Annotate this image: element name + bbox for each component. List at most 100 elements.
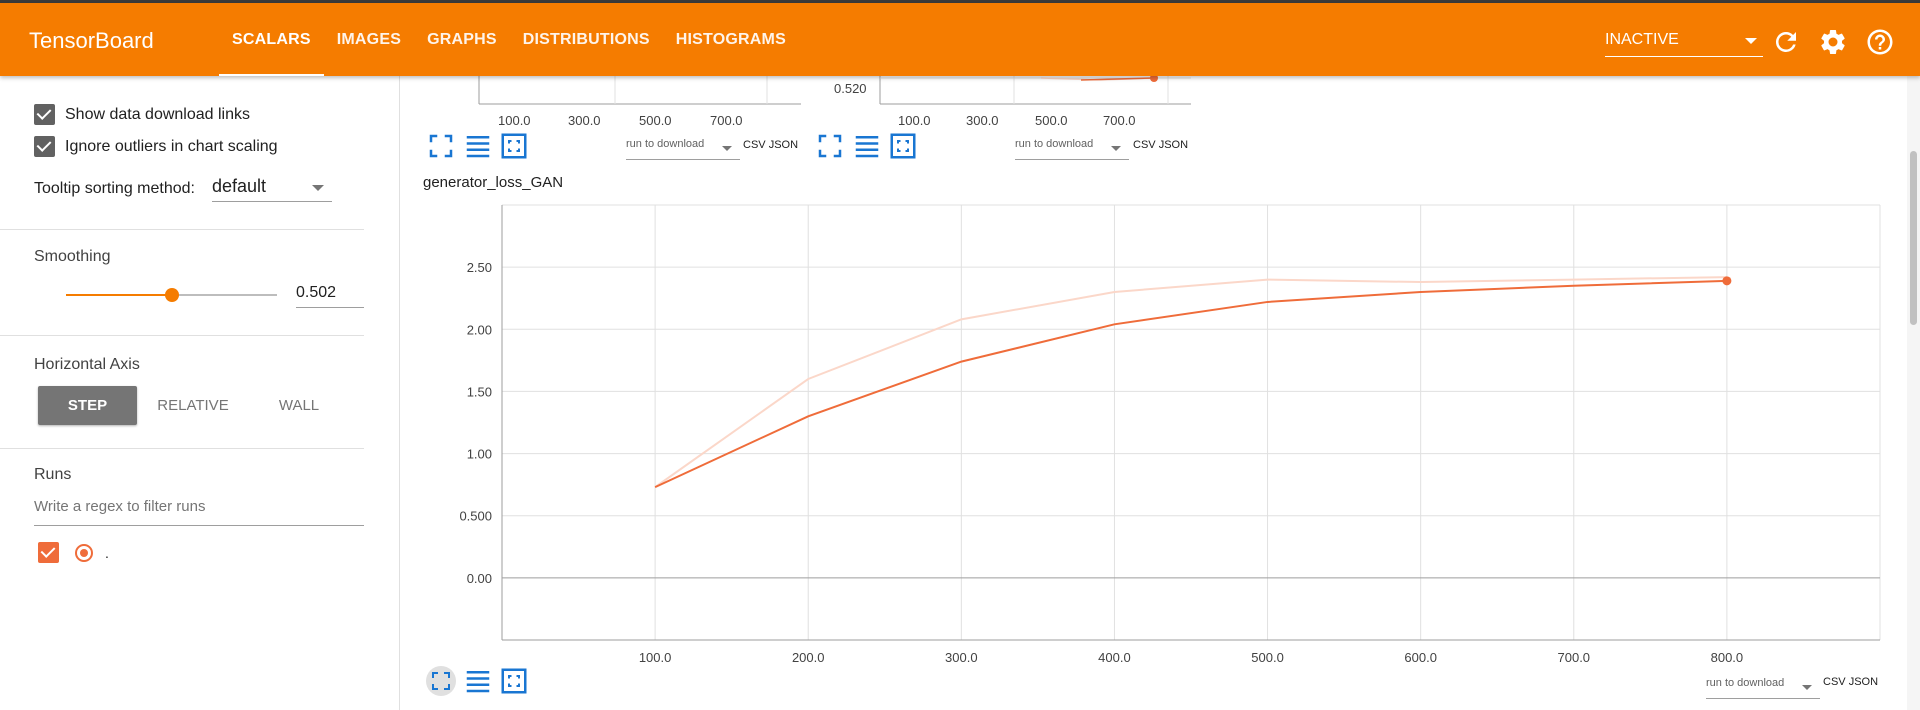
x-tick-label: 100.0 [639, 650, 672, 665]
show-download-links-checkbox[interactable] [34, 104, 55, 125]
y-tick-label: 1.50 [467, 384, 492, 399]
tab-histograms[interactable]: HISTOGRAMS [675, 30, 786, 48]
ignore-outliers-checkbox[interactable] [34, 136, 55, 157]
fullscreen-icon[interactable] [426, 666, 456, 696]
partial-chart-x-tick: 100.0 [898, 113, 931, 128]
horizontal-axis-label: Horizontal Axis [34, 356, 140, 373]
partial-chart-x-tick: 300.0 [966, 113, 999, 128]
wall-button[interactable]: WALL [278, 397, 320, 414]
sidebar-divider [0, 335, 364, 336]
csv-link[interactable]: CSV [1823, 676, 1846, 688]
list-icon[interactable] [463, 131, 493, 161]
run-download-value: run to download [1015, 138, 1094, 150]
status-dropdown-value: INACTIVE [1605, 31, 1679, 48]
window-top-strip [0, 0, 1920, 3]
show-download-links-option[interactable]: Show data download links [34, 104, 250, 125]
chart-title: generator_loss_GAN [423, 174, 564, 191]
x-tick-label: 500.0 [1251, 650, 1284, 665]
sidebar: Show data download links Ignore outliers… [0, 76, 400, 710]
run-radio[interactable] [75, 543, 93, 562]
chevron-down-icon [722, 146, 732, 151]
gear-icon[interactable] [1818, 27, 1848, 57]
download-links: CSV JSON [743, 139, 798, 151]
run-download-dropdown[interactable]: run to download [1015, 138, 1129, 160]
run-download-dropdown[interactable]: run to download [626, 138, 740, 160]
x-tick-label: 300.0 [945, 650, 978, 665]
run-item[interactable]: . [38, 542, 109, 563]
y-tick-label: 2.00 [467, 322, 492, 337]
relative-button[interactable]: RELATIVE [157, 397, 229, 414]
x-tick-label: 800.0 [1711, 650, 1744, 665]
partial-chart-last-point [1150, 76, 1158, 82]
tab-graphs[interactable]: GRAPHS [427, 30, 497, 48]
partial-chart-x-tick: 700.0 [710, 113, 743, 128]
partial-chart-x-tick: 100.0 [498, 113, 531, 128]
refresh-icon[interactable] [1771, 27, 1801, 57]
chevron-down-icon [1802, 685, 1812, 690]
sidebar-divider [0, 448, 364, 449]
smoothed-series-line [654, 279, 1727, 489]
ignore-outliers-label: Ignore outliers in chart scaling [65, 137, 278, 155]
y-tick-label: 1.00 [467, 447, 492, 462]
download-links: CSV JSON [1133, 139, 1188, 151]
download-links: CSV JSON [1823, 676, 1878, 688]
y-tick-label: 2.50 [467, 260, 492, 275]
run-name: . [105, 544, 109, 561]
partial-charts-plot [478, 76, 1191, 105]
help-icon[interactable] [1865, 27, 1895, 57]
y-tick-label: 0.00 [467, 571, 492, 586]
tab-scalars[interactable]: SCALARS [219, 3, 324, 76]
step-button[interactable]: STEP [38, 386, 137, 425]
csv-link[interactable]: CSV [1133, 139, 1156, 151]
json-link[interactable]: JSON [1848, 676, 1879, 688]
smoothing-slider-handle[interactable] [164, 288, 179, 302]
runs-label: Runs [34, 466, 72, 483]
run-checkbox[interactable] [38, 542, 59, 563]
fit-domain-icon[interactable] [888, 131, 918, 161]
nav-tabs: SCALARS IMAGES GRAPHS DISTRIBUTIONS HIST… [219, 3, 799, 76]
smoothing-slider-fill [66, 294, 172, 296]
run-download-dropdown[interactable]: run to download [1706, 677, 1820, 699]
tab-distributions[interactable]: DISTRIBUTIONS [522, 30, 650, 48]
x-tick-label: 200.0 [792, 650, 825, 665]
tooltip-sorting-dropdown[interactable]: default [212, 174, 332, 202]
json-link[interactable]: JSON [768, 139, 799, 151]
partial-chart-x-tick: 300.0 [568, 113, 601, 128]
runs-filter-input[interactable]: Write a regex to filter runs [34, 498, 364, 526]
x-tick-label: 600.0 [1404, 650, 1437, 665]
show-download-links-label: Show data download links [65, 105, 251, 123]
chevron-down-icon [312, 185, 324, 191]
raw-series-line [654, 276, 1727, 488]
last-data-point [1722, 276, 1732, 286]
fullscreen-icon[interactable] [815, 131, 845, 161]
y-tick-label: 0.500 [459, 509, 492, 524]
run-download-value: run to download [626, 138, 705, 150]
run-download-value: run to download [1706, 677, 1785, 689]
list-icon[interactable] [852, 131, 882, 161]
partial-chart-smoothed-line [1080, 77, 1155, 81]
fit-domain-icon[interactable] [499, 666, 529, 696]
tab-images[interactable]: IMAGES [336, 30, 402, 48]
fullscreen-icon[interactable] [426, 131, 456, 161]
smoothing-slider[interactable] [66, 288, 277, 302]
x-tick-label: 700.0 [1558, 650, 1591, 665]
tooltip-sorting-label: Tooltip sorting method: [34, 180, 195, 197]
partial-chart-x-tick: 500.0 [639, 113, 672, 128]
status-dropdown[interactable]: INACTIVE [1605, 27, 1763, 57]
scrollbar-thumb[interactable] [1910, 151, 1917, 325]
sidebar-divider [0, 229, 364, 230]
fit-domain-icon[interactable] [499, 131, 529, 161]
partial-chart-y-tick: 0.520 [834, 81, 867, 96]
smoothing-value-input[interactable]: 0.502 [296, 284, 364, 308]
list-icon[interactable] [463, 666, 493, 696]
app-header: TensorBoard SCALARS IMAGES GRAPHS DISTRI… [0, 3, 1920, 76]
csv-link[interactable]: CSV [743, 139, 766, 151]
partial-chart-x-tick: 500.0 [1035, 113, 1068, 128]
json-link[interactable]: JSON [1158, 139, 1189, 151]
main-scrollbar[interactable] [1907, 76, 1920, 710]
partial-chart-x-tick: 700.0 [1103, 113, 1136, 128]
ignore-outliers-option[interactable]: Ignore outliers in chart scaling [34, 136, 278, 157]
chevron-down-icon [1745, 38, 1757, 44]
app-brand: TensorBoard [29, 28, 154, 53]
